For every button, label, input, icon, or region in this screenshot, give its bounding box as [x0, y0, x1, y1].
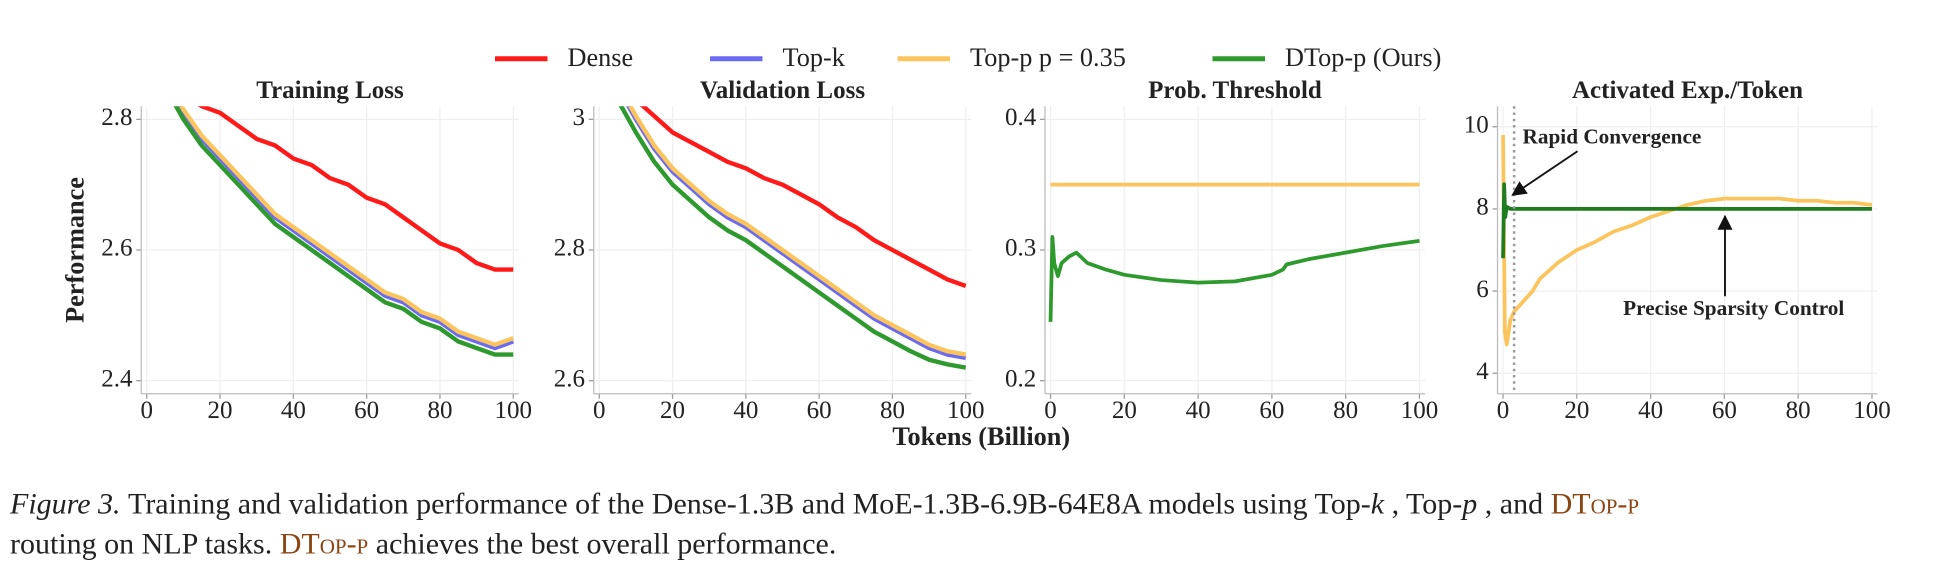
annotation: Precise Sparsity Control: [1623, 296, 1844, 320]
y-tick-label: 2.4: [101, 365, 133, 392]
panel-title: Training Loss: [256, 77, 404, 104]
x-tick-label: 40: [1186, 397, 1211, 424]
caption-text: , Top-: [1384, 487, 1462, 520]
x-tick-label: 40: [281, 397, 306, 424]
caption-text: DTop-p: [1551, 487, 1640, 520]
legend-label: DTop-p (Ours): [1285, 43, 1441, 72]
x-tick-label: 100: [947, 397, 985, 424]
annotation-arrow: [1511, 150, 1579, 196]
x-tick-label: 80: [880, 397, 905, 424]
panel-title: Activated Exp./Token: [1572, 77, 1803, 104]
caption-text: DTop-p: [280, 527, 369, 560]
x-tick-label: 20: [1112, 397, 1137, 424]
series-line: [639, 106, 967, 288]
y-axis-label: Performance: [61, 177, 90, 323]
x-tick-label: 0: [140, 397, 153, 424]
series-line: [177, 106, 514, 351]
x-tick-label: 80: [1786, 397, 1811, 424]
legend-label: Dense: [568, 43, 634, 72]
x-tick-label: 100: [1853, 397, 1891, 424]
x-tick-label: 40: [733, 397, 758, 424]
series-line: [173, 106, 514, 357]
panel-title: Validation Loss: [700, 77, 865, 104]
caption-text: k: [1371, 487, 1385, 520]
series-line: [179, 106, 514, 347]
x-tick-label: 80: [1333, 397, 1358, 424]
y-tick-label: 0.2: [1005, 365, 1036, 392]
x-tick-label: 60: [1712, 397, 1737, 424]
y-tick-label: 2.6: [554, 365, 585, 392]
series-line: [626, 106, 967, 360]
caption-text: Training and validation performance of t…: [128, 487, 1371, 520]
y-tick-label: 4: [1476, 358, 1489, 385]
x-tick-label: 100: [1401, 397, 1439, 424]
y-tick-label: 0.3: [1005, 235, 1036, 262]
series-line: [1501, 182, 1872, 259]
y-tick-label: 3: [573, 104, 586, 131]
y-tick-label: 0.4: [1005, 104, 1037, 131]
caption-line: routing on NLP tasks. DTop-p achieves th…: [10, 527, 836, 560]
x-tick-label: 0: [1497, 397, 1510, 424]
caption-text: p: [1460, 487, 1477, 520]
series-line: [1048, 235, 1420, 322]
legend-label: Top-p p = 0.35: [970, 43, 1126, 72]
panel-title: Prob. Threshold: [1148, 77, 1322, 104]
x-tick-label: 20: [660, 397, 685, 424]
y-tick-label: 2.6: [101, 235, 132, 262]
caption-line: Figure 3. Training and validation perfor…: [9, 487, 1639, 520]
x-axis-label: Tokens (Billion): [892, 422, 1070, 451]
y-tick-label: 10: [1464, 112, 1489, 139]
y-tick-label: 2.8: [101, 104, 132, 131]
x-tick-label: 60: [354, 397, 379, 424]
series-line: [618, 106, 967, 370]
caption-text: , and: [1477, 487, 1550, 520]
legend-label: Top-k: [783, 43, 846, 72]
caption-text: routing on NLP tasks.: [10, 527, 280, 560]
annotation: Rapid Convergence: [1523, 125, 1702, 149]
x-tick-label: 100: [495, 397, 533, 424]
series-line: [627, 106, 967, 357]
series-line: [1501, 134, 1873, 347]
y-tick-label: 8: [1476, 194, 1489, 221]
x-tick-label: 20: [208, 397, 233, 424]
x-tick-label: 0: [1044, 397, 1057, 424]
y-tick-label: 2.8: [554, 235, 585, 262]
x-tick-label: 0: [593, 397, 606, 424]
x-tick-label: 40: [1638, 397, 1663, 424]
caption-label: Figure 3.: [9, 487, 121, 520]
caption-text: achieves the best overall performance.: [368, 527, 836, 560]
x-tick-label: 80: [427, 397, 452, 424]
series-line: [197, 106, 514, 272]
y-tick-label: 6: [1476, 276, 1489, 303]
x-tick-label: 60: [807, 397, 832, 424]
x-tick-label: 60: [1259, 397, 1284, 424]
x-tick-label: 20: [1564, 397, 1589, 424]
